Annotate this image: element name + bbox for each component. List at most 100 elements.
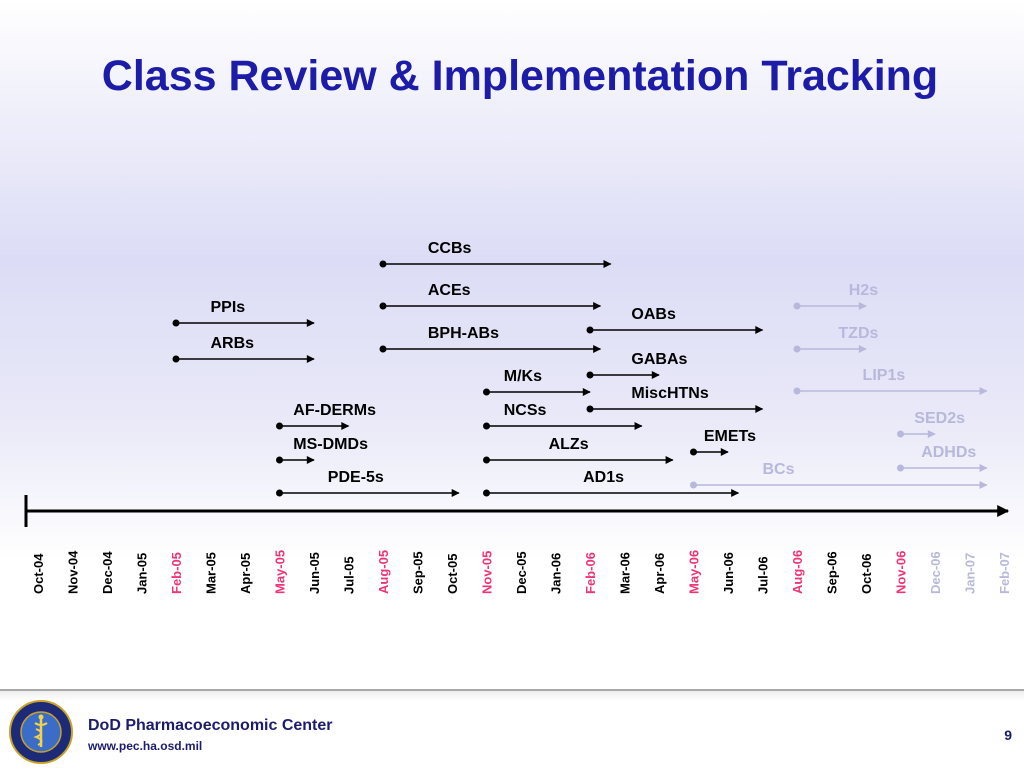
class-label: GABAs: [631, 351, 687, 368]
class-label: AD1s: [583, 469, 624, 486]
month-label: Apr-06: [652, 553, 667, 594]
class-timeline: ALZs: [483, 436, 674, 464]
class-start-dot: [793, 387, 801, 395]
class-start-dot: [483, 456, 490, 464]
class-timeline: BCs: [690, 461, 988, 489]
timeline-chart: Oct-04 Nov-04 Dec-04 Jan-05 Feb-05 Mar-05 Apr-…: [24, 240, 1012, 594]
class-label: CCBs: [428, 240, 472, 257]
class-label: AF-DERMs: [293, 402, 376, 419]
footer: DoD Pharmacoeconomic Center www.pec.ha.o…: [0, 689, 1024, 768]
class-start-dot: [586, 326, 594, 334]
month-label: Dec-06: [928, 551, 943, 594]
month-label: Oct-06: [859, 554, 874, 594]
month-label: Mar-05: [204, 552, 219, 594]
month-label: Jan-06: [549, 553, 564, 594]
class-label: MS-DMDs: [293, 436, 368, 453]
month-label: May-06: [687, 550, 702, 594]
class-timeline: PDE-5s: [276, 469, 460, 497]
month-label: Oct-05: [445, 554, 460, 594]
class-start-dot: [586, 405, 594, 413]
month-label: Jul-05: [342, 556, 357, 594]
class-start-dot: [379, 302, 387, 310]
class-label: ARBs: [211, 335, 255, 352]
month-label: Nov-05: [480, 551, 495, 594]
month-label: Jul-06: [756, 556, 771, 594]
month-label: Sep-06: [825, 551, 840, 594]
class-start-dot: [793, 302, 801, 310]
month-label: Oct-04: [31, 553, 46, 594]
organization-url[interactable]: www.pec.ha.osd.mil: [88, 739, 203, 753]
class-start-dot: [379, 345, 387, 353]
class-timeline: AF-DERMs: [276, 402, 376, 430]
class-timeline: ADHDs: [897, 444, 988, 472]
class-timeline: LIP1s: [793, 367, 988, 395]
class-label: EMETs: [704, 428, 756, 445]
month-labels: Oct-04 Nov-04 Dec-04 Jan-05 Feb-05 Mar-05 Apr-…: [31, 550, 1012, 594]
month-label: Mar-06: [618, 552, 633, 594]
month-label: Jan-07: [963, 553, 978, 594]
class-label: SED2s: [914, 410, 965, 427]
month-label: Aug-06: [790, 550, 805, 594]
month-label: Nov-06: [894, 551, 909, 594]
class-start-dot: [586, 371, 594, 379]
class-start-dot: [483, 422, 490, 430]
month-label: Jun-06: [721, 552, 736, 594]
month-label: Sep-05: [411, 551, 426, 594]
class-start-dot: [690, 448, 697, 456]
class-start-dot: [897, 430, 904, 438]
class-timeline: EMETs: [690, 428, 756, 456]
class-timeline: CCBs: [379, 240, 612, 268]
class-start-dot: [276, 422, 283, 430]
class-label: H2s: [849, 282, 878, 299]
class-timelines: PPIs ARBs AF-DERMs MS-DMDs PDE-5s CCBs ACEs BPH…: [172, 240, 988, 497]
class-label: BPH-ABs: [428, 325, 499, 342]
class-timeline: MiscHTNs: [586, 385, 764, 413]
class-label: PPIs: [211, 299, 246, 316]
month-label: Dec-05: [514, 551, 529, 594]
class-label: PDE-5s: [328, 469, 384, 486]
month-label: Nov-04: [66, 550, 81, 594]
class-start-dot: [483, 388, 490, 396]
class-label: M/Ks: [504, 368, 542, 385]
class-timeline: OABs: [586, 306, 764, 334]
class-timeline: AD1s: [483, 469, 740, 497]
class-timeline: SED2s: [897, 410, 965, 438]
class-start-dot: [379, 260, 387, 268]
slide-title: Class Review & Implementation Tracking: [101, 52, 939, 100]
class-start-dot: [793, 345, 801, 353]
month-label: Jun-05: [307, 552, 322, 594]
month-label: Feb-06: [583, 552, 598, 594]
time-axis: [24, 495, 1010, 527]
class-label: MiscHTNs: [631, 385, 708, 402]
page-number: 9: [1004, 727, 1012, 743]
class-label: ACEs: [428, 282, 471, 299]
month-label: Apr-05: [238, 553, 253, 594]
class-timeline: M/Ks: [483, 368, 591, 396]
class-label: ADHDs: [921, 444, 976, 461]
class-start-dot: [172, 319, 180, 327]
class-timeline: TZDs: [793, 325, 879, 353]
month-label: Aug-05: [376, 550, 391, 594]
class-start-dot: [276, 489, 283, 497]
class-start-dot: [897, 464, 904, 472]
class-timeline: ACEs: [379, 282, 602, 310]
class-label: NCSs: [504, 402, 547, 419]
class-start-dot: [483, 489, 490, 497]
class-start-dot: [690, 481, 697, 489]
month-label: May-05: [273, 550, 288, 594]
class-label: TZDs: [838, 325, 878, 342]
month-label: Dec-04: [100, 551, 115, 594]
class-timeline: ARBs: [172, 335, 315, 363]
class-timeline: MS-DMDs: [276, 436, 368, 464]
month-label: Jan-05: [135, 553, 150, 594]
class-timeline: PPIs: [172, 299, 315, 327]
class-timeline: BPH-ABs: [379, 325, 602, 353]
class-label: LIP1s: [863, 367, 906, 384]
class-label: OABs: [631, 306, 676, 323]
month-label: Feb-05: [169, 552, 184, 594]
class-timeline: GABAs: [586, 351, 688, 379]
month-label: Feb-07: [997, 552, 1012, 594]
class-timeline: H2s: [793, 282, 878, 310]
class-timeline: NCSs: [483, 402, 643, 430]
